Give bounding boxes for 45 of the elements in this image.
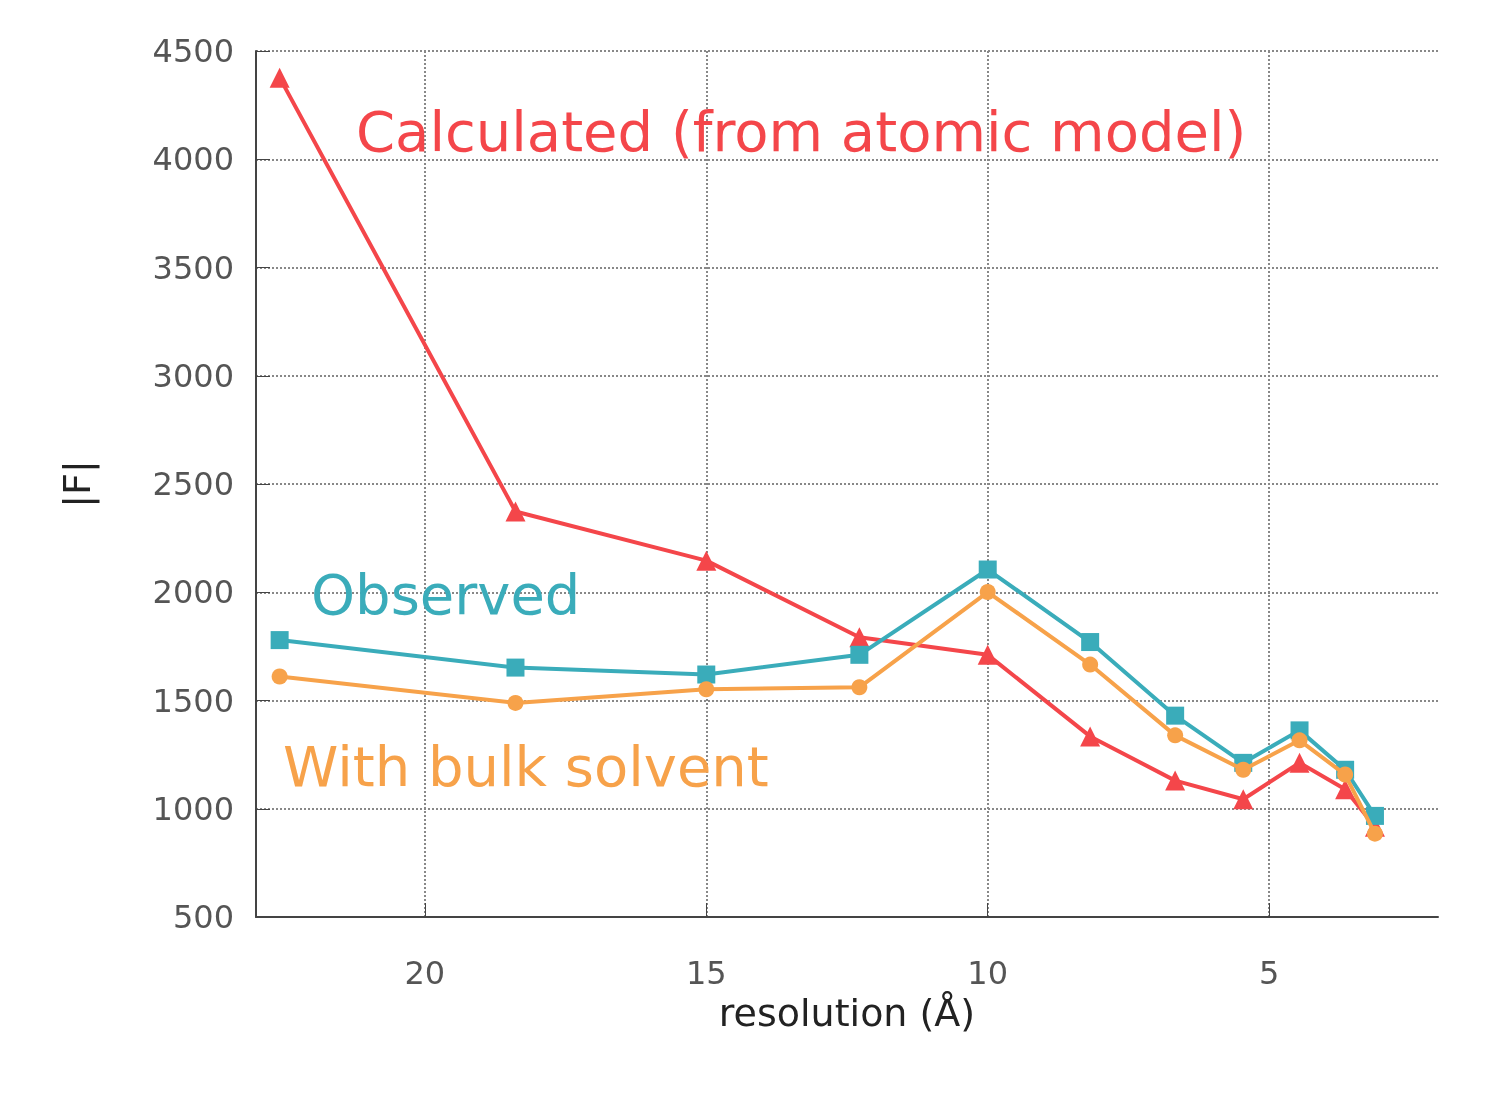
point bbox=[979, 584, 996, 601]
series-label: Calculated (from atomic model) bbox=[356, 98, 1247, 164]
x-axis-title: resolution (Å) bbox=[718, 990, 976, 1035]
point bbox=[270, 631, 289, 650]
x-tick-label: 5 bbox=[1258, 954, 1280, 992]
point bbox=[978, 560, 997, 579]
point bbox=[696, 550, 717, 571]
series-label: Observed bbox=[311, 561, 581, 627]
y-tick-label: 500 bbox=[172, 898, 234, 936]
point bbox=[698, 681, 715, 698]
y-tick-label: 3500 bbox=[152, 248, 234, 287]
point bbox=[1337, 766, 1354, 783]
point bbox=[850, 645, 869, 664]
point bbox=[1080, 726, 1101, 747]
point bbox=[1081, 633, 1100, 652]
y-tick-label: 1000 bbox=[152, 789, 234, 828]
x-tick-label: 20 bbox=[404, 954, 446, 992]
point bbox=[1335, 779, 1356, 800]
y-tick-label: 3000 bbox=[152, 356, 234, 395]
point bbox=[1166, 706, 1185, 725]
point bbox=[269, 67, 290, 88]
point bbox=[1082, 656, 1099, 673]
series-label: With bulk solvent bbox=[283, 733, 769, 799]
point bbox=[851, 679, 868, 696]
y-tick-label: 4500 bbox=[152, 32, 234, 70]
y-tick-label: 1500 bbox=[152, 681, 234, 720]
point bbox=[1289, 752, 1310, 773]
point bbox=[506, 658, 525, 677]
point bbox=[1235, 761, 1252, 778]
point bbox=[271, 668, 288, 685]
point bbox=[697, 665, 716, 684]
y-tick-label: 2000 bbox=[152, 573, 234, 612]
point bbox=[1291, 732, 1308, 749]
y-tick-label: 4000 bbox=[152, 140, 234, 179]
y-tick-label: 2500 bbox=[152, 465, 234, 503]
x-tick-label: 15 bbox=[685, 954, 727, 992]
point bbox=[1366, 825, 1383, 842]
x-tick-label: 10 bbox=[967, 954, 1009, 992]
point bbox=[1167, 727, 1184, 744]
y-axis-title: |F| bbox=[55, 460, 100, 508]
point bbox=[977, 644, 998, 665]
point bbox=[507, 694, 524, 711]
point bbox=[505, 501, 526, 522]
point bbox=[1233, 789, 1254, 810]
point bbox=[1165, 770, 1186, 791]
